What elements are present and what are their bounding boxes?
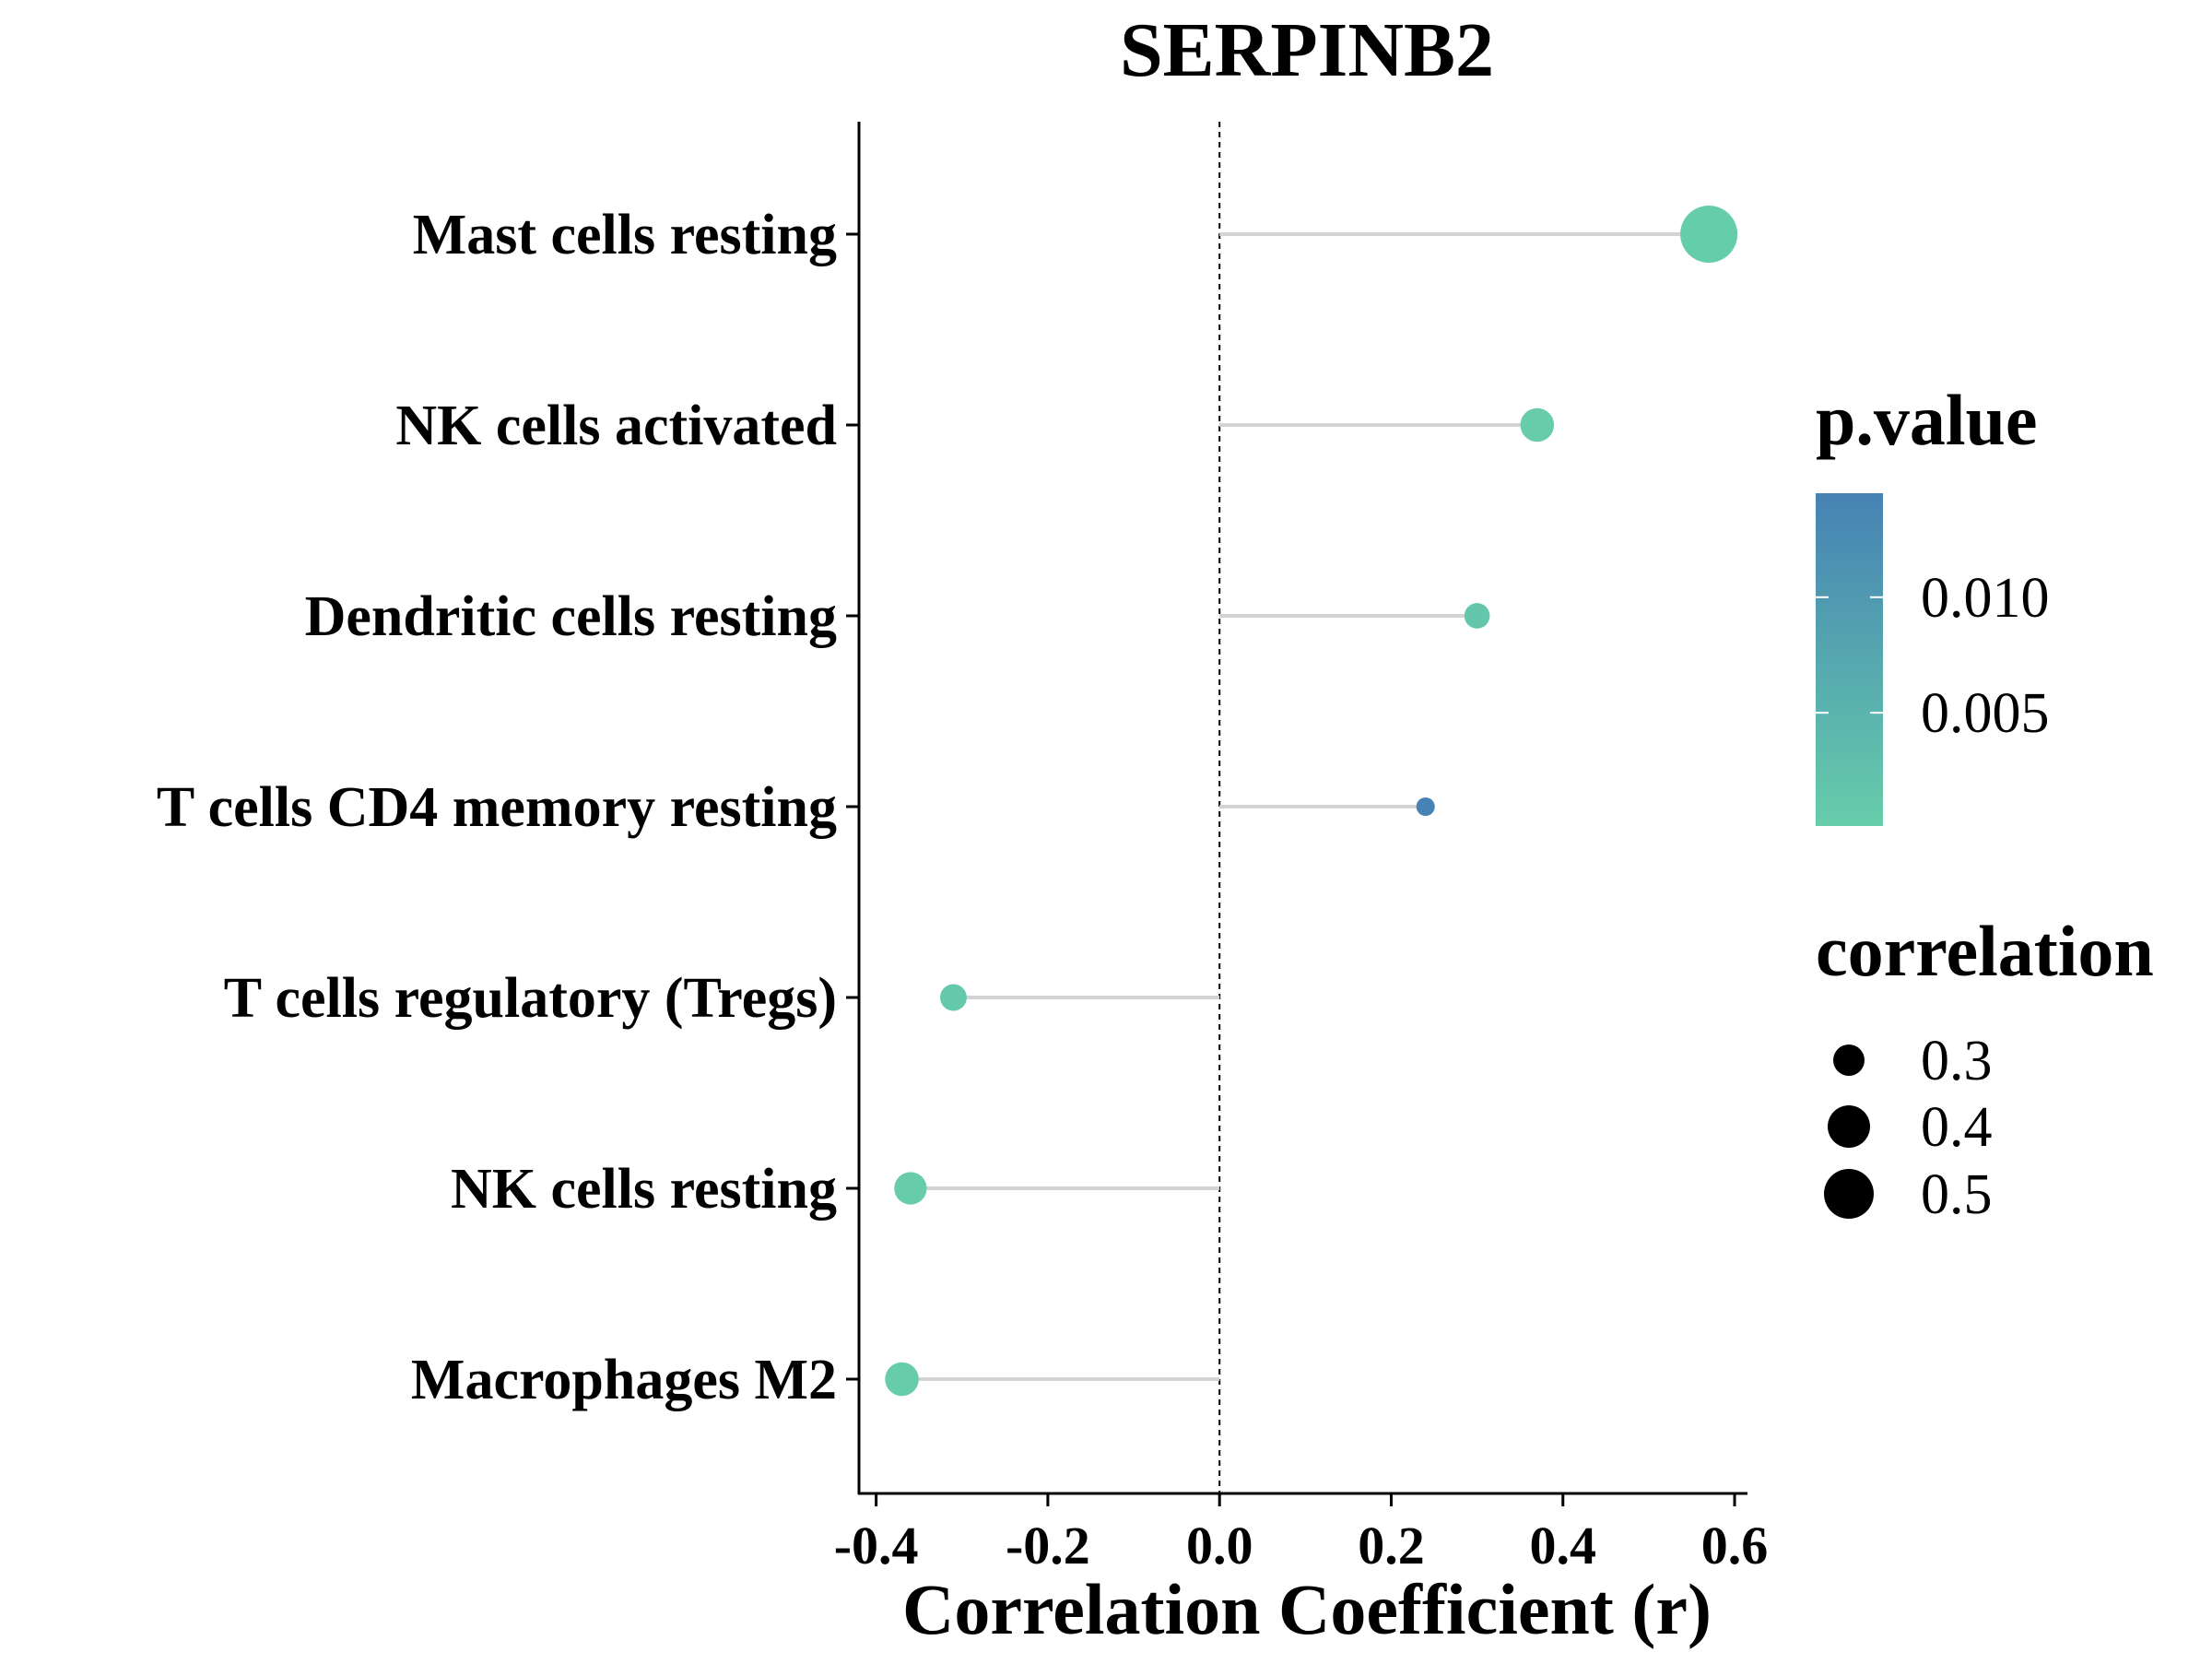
color-legend-title: p.value — [1816, 380, 2038, 460]
lollipop-point — [1680, 206, 1738, 263]
x-tick-label: -0.4 — [834, 1516, 919, 1575]
size-legend-title: correlation — [1816, 911, 2154, 991]
plot-area: -0.4 -0.2 0.0 0.2 0.4 0.6 Mast cells resting NK… — [157, 122, 1768, 1575]
size-legend-label: 0.3 — [1921, 1030, 1993, 1092]
y-category-label: Mast cells resting — [413, 204, 837, 266]
y-category-label: Dendritic cells resting — [305, 585, 837, 648]
legend: p.value 0.010 0.005 correlation 0.30.40.5 — [1816, 380, 2154, 1226]
lollipop-point — [1416, 797, 1435, 816]
size-legend-key — [1824, 1169, 1874, 1219]
size-legend-key — [1833, 1044, 1865, 1076]
size-legend-key — [1828, 1105, 1870, 1148]
x-axis-title: Correlation Coefficient (r) — [902, 1569, 1712, 1649]
y-category-label: NK cells activated — [395, 395, 837, 457]
color-legend-bar — [1816, 493, 1883, 826]
size-legend-label: 0.5 — [1921, 1163, 1993, 1226]
y-category-label: T cells regulatory (Tregs) — [224, 967, 837, 1030]
lollipop-point — [1520, 407, 1555, 443]
x-tick-label: 0.6 — [1701, 1516, 1769, 1575]
lollipop-point — [1464, 603, 1490, 629]
y-category-label: Macrophages M2 — [411, 1349, 837, 1411]
lollipop-point — [894, 1172, 927, 1205]
lollipop-point — [885, 1362, 919, 1397]
color-legend-label: 0.010 — [1921, 567, 2050, 630]
y-category-label: T cells CD4 memory resting — [157, 776, 837, 839]
chart-title: SERPINB2 — [1120, 7, 1494, 93]
y-category-label: NK cells resting — [451, 1158, 837, 1221]
x-tick-label: 0.2 — [1358, 1516, 1425, 1575]
color-legend-label: 0.005 — [1921, 682, 2050, 745]
size-legend-label: 0.4 — [1921, 1096, 1993, 1159]
x-tick-label: 0.4 — [1529, 1516, 1596, 1575]
lollipop-point — [939, 984, 967, 1011]
x-tick-label: 0.0 — [1186, 1516, 1253, 1575]
x-tick-label: -0.2 — [1006, 1516, 1090, 1575]
